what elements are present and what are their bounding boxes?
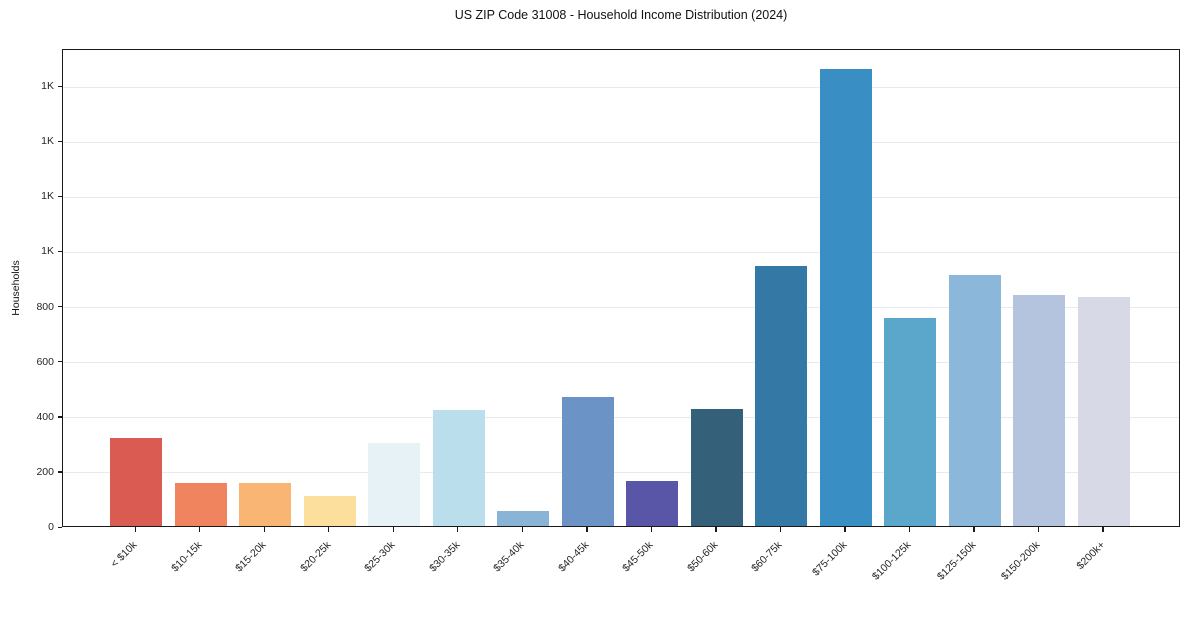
gridline-y-1000 (63, 251, 1179, 253)
gridline-y-400 (63, 417, 1179, 419)
x-tick-mark (328, 527, 330, 532)
x-tick-mark (1102, 527, 1104, 532)
x-tick-mark (457, 527, 459, 532)
gridline-y-200 (63, 472, 1179, 474)
y-tick-label: 600 (36, 355, 54, 368)
y-tick-label: 1K (41, 135, 54, 148)
y-tick-label: 1K (41, 190, 54, 203)
bar-25-30k (368, 443, 421, 526)
gridline-y-1600 (63, 86, 1179, 88)
gridline-y-800 (63, 307, 1179, 309)
bar-125-150k (948, 275, 1001, 526)
y-tick-label: 800 (36, 300, 54, 313)
y-tick-mark (57, 361, 62, 363)
x-tick-mark (908, 527, 911, 532)
x-tick-mark (844, 527, 846, 532)
x-tick-mark (263, 527, 265, 532)
bar-10-15k (174, 483, 227, 526)
bar-35-40k (497, 510, 550, 526)
x-tick-mark (586, 527, 588, 532)
y-tick-mark (57, 416, 62, 418)
x-tick-mark (1037, 527, 1040, 532)
bar-40-45k (561, 396, 614, 526)
bar-50-60k (690, 408, 743, 526)
plot-area (62, 49, 1180, 527)
bar-20-25k (303, 495, 356, 526)
gridline-y-1200 (63, 196, 1179, 198)
gridline-y-1400 (63, 141, 1179, 143)
x-tick-mark (779, 527, 782, 532)
bar-100-125k (884, 318, 937, 526)
x-tick-mark (973, 527, 975, 532)
y-tick-label: 1K (41, 80, 54, 93)
bar-10k (110, 437, 162, 526)
bar-60-75k (755, 265, 808, 526)
x-tick-mark (521, 527, 523, 532)
x-tick-mark (650, 527, 653, 532)
y-tick-mark (57, 471, 62, 473)
x-tick-mark (134, 527, 136, 532)
x-tick-mark (392, 527, 394, 532)
y-tick-mark (57, 250, 62, 253)
bar-30-35k (432, 410, 485, 526)
bar-200k (1077, 297, 1130, 526)
y-tick-mark (57, 195, 62, 198)
bar-45-50k (626, 480, 679, 526)
chart-title: US ZIP Code 31008 - Household Income Dis… (454, 8, 788, 22)
x-tick-mark (199, 527, 201, 532)
y-tick-mark (57, 140, 62, 143)
bar-75-100k (819, 68, 872, 526)
y-tick-mark (57, 306, 62, 308)
gridline-y-600 (63, 362, 1179, 364)
y-tick-mark (57, 85, 62, 87)
y-tick-label: 1K (41, 245, 54, 258)
y-tick-mark (57, 526, 62, 528)
bar-150-200k (1013, 294, 1066, 526)
y-tick-label: 400 (36, 410, 54, 423)
y-tick-label: 200 (36, 465, 54, 478)
y-tick-label: 0 (48, 521, 54, 533)
bar-15-20k (239, 483, 292, 526)
x-tick-mark (715, 527, 717, 532)
